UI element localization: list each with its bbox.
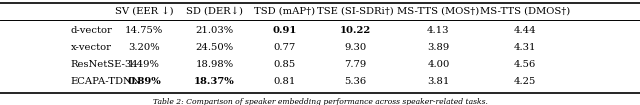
Text: 5.36: 5.36 bbox=[344, 77, 366, 86]
Text: 4.25: 4.25 bbox=[514, 77, 536, 86]
Text: 4.44: 4.44 bbox=[513, 26, 536, 35]
Text: 9.30: 9.30 bbox=[344, 43, 366, 52]
Text: 18.98%: 18.98% bbox=[195, 60, 234, 69]
Text: 18.37%: 18.37% bbox=[194, 77, 235, 86]
Text: ResNetSE-34: ResNetSE-34 bbox=[70, 60, 138, 69]
Text: 4.31: 4.31 bbox=[513, 43, 536, 52]
Text: 0.91: 0.91 bbox=[273, 26, 297, 35]
Text: 0.77: 0.77 bbox=[274, 43, 296, 52]
Text: 4.56: 4.56 bbox=[514, 60, 536, 69]
Text: x-vector: x-vector bbox=[70, 43, 111, 52]
Text: ECAPA-TDNN: ECAPA-TDNN bbox=[70, 77, 141, 86]
Text: 0.89%: 0.89% bbox=[127, 77, 161, 86]
Text: Table 2: Comparison of speaker embedding performance across speaker-related task: Table 2: Comparison of speaker embedding… bbox=[152, 98, 488, 105]
Text: SD (DER↓): SD (DER↓) bbox=[186, 7, 243, 16]
Text: TSE (SI-SDRi†): TSE (SI-SDRi†) bbox=[317, 7, 394, 16]
Text: 1.49%: 1.49% bbox=[128, 60, 160, 69]
Text: 4.13: 4.13 bbox=[427, 26, 450, 35]
Text: 3.20%: 3.20% bbox=[128, 43, 160, 52]
Text: 7.79: 7.79 bbox=[344, 60, 366, 69]
Text: 3.89: 3.89 bbox=[428, 43, 449, 52]
Text: d-vector: d-vector bbox=[70, 26, 112, 35]
Text: 0.81: 0.81 bbox=[274, 77, 296, 86]
Text: 10.22: 10.22 bbox=[340, 26, 371, 35]
Text: MS-TTS (DMOS†): MS-TTS (DMOS†) bbox=[479, 7, 570, 16]
Text: 21.03%: 21.03% bbox=[195, 26, 234, 35]
Text: 24.50%: 24.50% bbox=[195, 43, 234, 52]
Text: TSD (mAP†): TSD (mAP†) bbox=[254, 7, 316, 16]
Text: 3.81: 3.81 bbox=[428, 77, 449, 86]
Text: SV (EER ↓): SV (EER ↓) bbox=[115, 7, 173, 16]
Text: 4.00: 4.00 bbox=[428, 60, 449, 69]
Text: MS-TTS (MOS†): MS-TTS (MOS†) bbox=[397, 7, 479, 16]
Text: 14.75%: 14.75% bbox=[125, 26, 163, 35]
Text: 0.85: 0.85 bbox=[274, 60, 296, 69]
